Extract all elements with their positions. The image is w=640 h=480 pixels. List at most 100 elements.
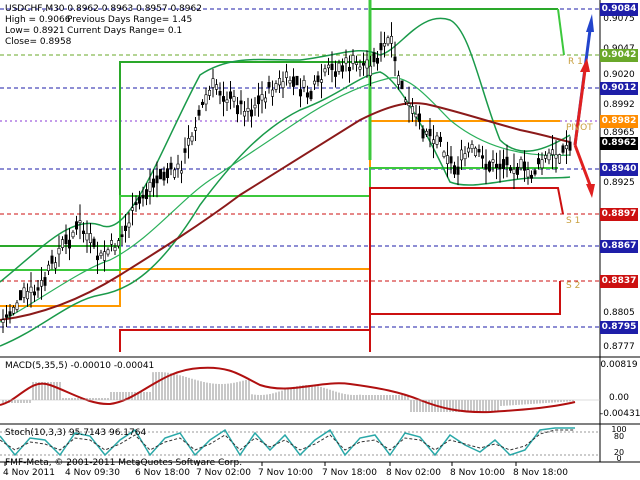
candle-body	[389, 36, 393, 44]
macd-bar	[374, 395, 376, 400]
macd-axis-label: 0.00819	[600, 360, 638, 370]
candle-body	[162, 171, 166, 181]
candle-body	[564, 145, 568, 150]
price-axis-label: 0.8777	[603, 342, 635, 352]
candle-body	[260, 94, 264, 101]
candle-body	[463, 153, 467, 160]
candles	[1, 22, 572, 333]
macd-bar	[371, 395, 373, 400]
macd-bar	[185, 376, 187, 400]
candle-body	[396, 75, 400, 85]
candle-body	[543, 155, 547, 159]
candle-body	[124, 225, 128, 231]
stoch-main-line	[0, 427, 575, 457]
macd-bar	[386, 395, 388, 400]
candle-body	[421, 128, 425, 139]
time-label: 6 Nov 18:00	[135, 468, 190, 478]
candle-body	[166, 168, 170, 178]
macd-bar	[380, 395, 382, 400]
macd-bar	[560, 400, 562, 402]
macd-bar	[47, 382, 49, 400]
candle-body	[375, 57, 379, 64]
macd-bar	[320, 386, 322, 400]
macd-bar	[506, 400, 508, 406]
price-axis-label: 0.8925	[603, 178, 635, 188]
macd-bar	[197, 380, 199, 400]
candle-body	[323, 68, 327, 73]
candle-body	[442, 151, 446, 157]
price-tag: 0.8940	[600, 163, 638, 176]
candle-body	[491, 159, 495, 163]
pivot-label-pivot: PIVOT	[566, 123, 593, 133]
macd-bar	[80, 398, 82, 400]
candle-body	[309, 91, 313, 100]
macd-bar	[392, 395, 394, 400]
candle-body	[256, 95, 260, 105]
candle-body	[169, 162, 173, 170]
symbol-title: USDCHF,M30 0.8962 0.8963 0.8957 0.8962	[5, 4, 202, 14]
bollinger-bands	[0, 17, 571, 347]
candle-body	[386, 37, 390, 45]
price-tag: 0.9042	[600, 49, 638, 62]
macd-bar	[482, 400, 484, 412]
macd-bar	[188, 377, 190, 400]
macd-bar	[449, 400, 451, 412]
stoch-axis-label: 80	[613, 432, 625, 441]
macd-bar	[302, 385, 304, 400]
candle-body	[197, 109, 201, 116]
price-tag: 0.8795	[600, 321, 638, 334]
copyright-text: FMF-Meta, © 2001-2011 MetaQuotes Softwar…	[5, 458, 243, 468]
candle-body	[403, 99, 407, 103]
candle-body	[445, 155, 449, 164]
candle-body	[547, 152, 551, 161]
high-label: High = 0.9066	[5, 15, 71, 25]
macd-bar	[98, 398, 100, 400]
macd-bar	[476, 400, 478, 412]
macd-bar	[68, 398, 70, 400]
macd-bar	[38, 382, 40, 400]
candle-body	[229, 91, 233, 99]
macd-bar	[278, 391, 280, 400]
candle-body	[533, 170, 537, 175]
macd-bar	[164, 372, 166, 400]
macd-bar	[281, 390, 283, 400]
candle-body	[274, 83, 278, 90]
macd-bar	[251, 394, 253, 400]
macd-axis-label: 0.00	[608, 393, 630, 403]
macd-bar	[566, 400, 568, 402]
candle-body	[190, 135, 194, 142]
candle-body	[64, 234, 68, 245]
candle-body	[477, 149, 481, 153]
macd-bar	[377, 395, 379, 400]
macd-bar	[326, 388, 328, 400]
macd-bar	[314, 385, 316, 400]
macd-bar	[545, 400, 547, 403]
macd-bar	[293, 386, 295, 400]
candle-body	[305, 92, 309, 98]
macd-bar	[26, 400, 28, 403]
candle-body	[512, 168, 516, 174]
macd-bar	[323, 387, 325, 400]
price-tag: 0.8897	[600, 208, 638, 221]
macd-bar	[308, 385, 310, 400]
macd-bar	[335, 391, 337, 400]
candle-body	[529, 174, 533, 179]
macd-bar	[458, 400, 460, 412]
macd-bar	[548, 400, 550, 403]
time-label: 8 Nov 10:00	[450, 468, 505, 478]
macd-bar	[86, 398, 88, 400]
price-axis-label: 0.9075	[603, 14, 635, 24]
candle-body	[302, 80, 306, 88]
macd-bar	[173, 373, 175, 400]
macd-bar	[491, 400, 493, 412]
macd-bar	[290, 387, 292, 400]
macd-bar	[431, 400, 433, 412]
candle-body	[557, 154, 561, 164]
macd-bar	[524, 400, 526, 405]
macd-bar	[272, 393, 274, 400]
candle-body	[494, 163, 498, 169]
macd-bar	[71, 398, 73, 400]
candle-body	[15, 302, 19, 310]
candle-body	[452, 165, 456, 175]
